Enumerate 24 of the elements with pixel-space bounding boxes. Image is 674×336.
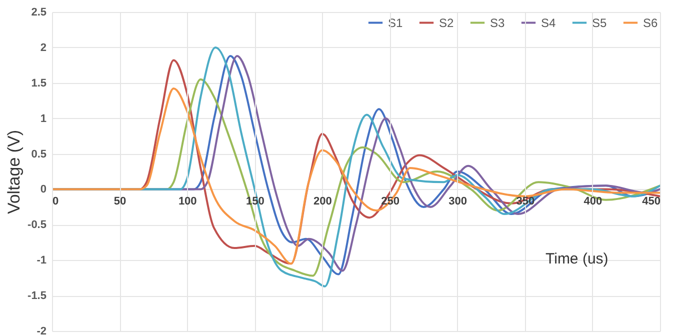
y-tick-label: -1 [36, 254, 46, 267]
legend-label: S5 [592, 16, 608, 30]
x-tick-label: 50 [114, 196, 126, 208]
x-tick-label: 400 [584, 196, 602, 208]
x-tick-label: 450 [642, 196, 660, 208]
y-tick-label: 2.5 [31, 6, 46, 18]
x-tick-label: 300 [448, 196, 468, 208]
x-tick-label: 0 [52, 196, 59, 208]
y-tick-label: -2 [36, 326, 46, 336]
y-tick-label: 1 [40, 112, 46, 125]
legend-label: S3 [490, 16, 506, 30]
y-tick-label: 0 [40, 184, 46, 196]
x-tick-label: 200 [314, 196, 332, 208]
y-tick-label: 2 [40, 42, 46, 54]
y-axis-title: Voltage (V) [4, 130, 24, 214]
y-tick-label: 1.5 [31, 77, 46, 90]
y-tick-label: -0.5 [28, 219, 46, 232]
legend-label: S2 [439, 16, 454, 30]
x-axis-title: Time (us) [546, 250, 608, 268]
y-tick-label: 0.5 [31, 148, 46, 160]
legend-label: S6 [643, 16, 658, 30]
legend-label: S4 [541, 16, 556, 30]
y-tick-label: -1.5 [28, 290, 46, 302]
x-tick-label: 100 [178, 196, 197, 208]
